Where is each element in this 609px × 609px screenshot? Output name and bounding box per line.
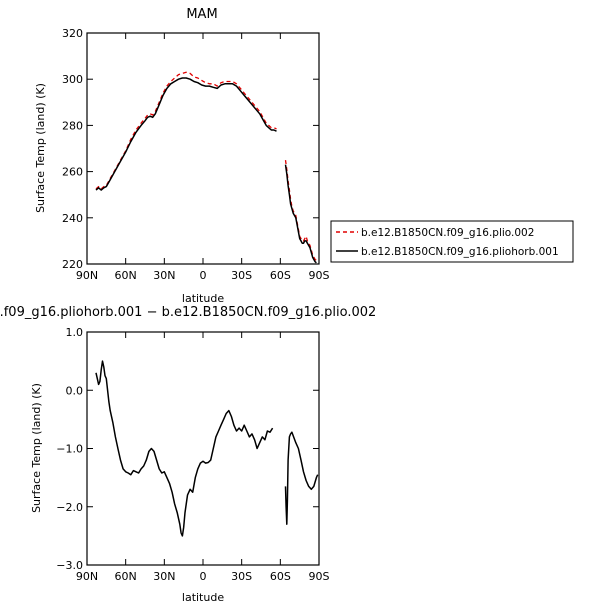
bottom-chart-title: b.e12.B1850CN.f09_g16.pliohorb.001 − b.e… bbox=[0, 305, 376, 320]
x-tick-label: 30S bbox=[231, 269, 252, 282]
series-line-0-1-1 bbox=[284, 164, 317, 264]
y-tick-label: 300 bbox=[62, 73, 83, 86]
y-tick-label: 1.0 bbox=[66, 326, 84, 339]
y-tick-label: −1.0 bbox=[56, 443, 83, 456]
x-tick-label: 90S bbox=[309, 269, 330, 282]
y-tick-label: 280 bbox=[62, 119, 83, 132]
y-tick-label: 320 bbox=[62, 27, 83, 40]
series-line-1-0-1 bbox=[284, 431, 319, 525]
bottom-chart-ylabel: Surface Temp (land) (K) bbox=[30, 383, 43, 513]
x-tick-label: 90S bbox=[309, 570, 330, 583]
series-line-0-0-0 bbox=[95, 71, 277, 190]
bottom-chart-xlabel: latitude bbox=[182, 591, 224, 604]
plot-frame bbox=[86, 331, 320, 566]
y-tick-label: 220 bbox=[62, 258, 83, 271]
x-tick-label: 60N bbox=[115, 269, 137, 282]
x-tick-label: 30S bbox=[231, 570, 252, 583]
x-tick-label: 60S bbox=[270, 570, 291, 583]
y-tick-label: −3.0 bbox=[56, 559, 83, 572]
legend-box bbox=[330, 220, 574, 263]
bottom-chart: b.e12.B1850CN.f09_g16.pliohorb.001 − b.e… bbox=[0, 305, 376, 604]
x-tick-label: 90N bbox=[76, 269, 98, 282]
x-tick-label: 60S bbox=[270, 269, 291, 282]
legend-label-pliohorb: b.e12.B1850CN.f09_g16.pliohorb.001 bbox=[361, 246, 559, 258]
series-line-0-1-0 bbox=[95, 77, 277, 191]
top-chart-ylabel: Surface Temp (land) (K) bbox=[34, 83, 47, 213]
top-chart-xlabel: latitude bbox=[182, 292, 224, 305]
x-tick-label: 60N bbox=[115, 570, 137, 583]
plot-frame bbox=[86, 32, 320, 265]
y-tick-label: 240 bbox=[62, 212, 83, 225]
legend-label-plio: b.e12.B1850CN.f09_g16.plio.002 bbox=[361, 227, 534, 239]
x-tick-label: 90N bbox=[76, 570, 98, 583]
series-line-0-0-1 bbox=[284, 160, 317, 261]
x-tick-label: 0 bbox=[200, 570, 207, 583]
y-tick-label: 260 bbox=[62, 166, 83, 179]
series-line-1-0-0 bbox=[95, 360, 274, 537]
top-chart: MAM Surface Temp (land) (K) latitude b.e… bbox=[34, 7, 574, 305]
legend: b.e12.B1850CN.f09_g16.plio.002 b.e12.B18… bbox=[330, 220, 574, 263]
top-chart-title: MAM bbox=[186, 7, 217, 22]
y-tick-label: −2.0 bbox=[56, 501, 83, 514]
x-tick-label: 30N bbox=[153, 570, 175, 583]
x-tick-label: 30N bbox=[153, 269, 175, 282]
y-tick-label: 0.0 bbox=[66, 384, 84, 397]
x-tick-label: 0 bbox=[200, 269, 207, 282]
